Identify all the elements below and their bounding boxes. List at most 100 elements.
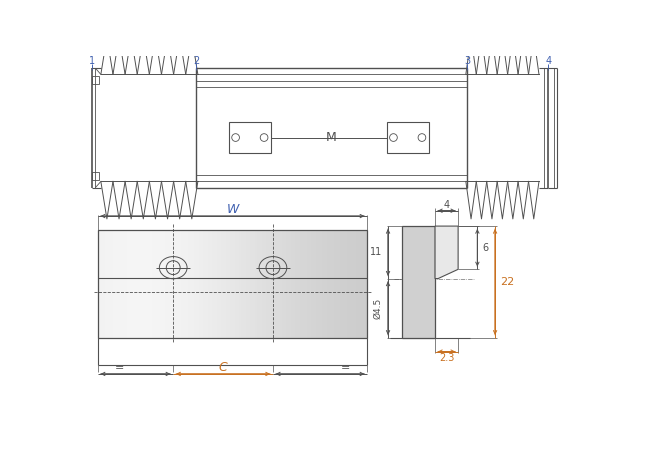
Bar: [255, 230, 258, 338]
Bar: [266, 230, 269, 338]
Bar: [340, 230, 343, 338]
Bar: [298, 230, 300, 338]
Bar: [143, 230, 145, 338]
Bar: [262, 230, 264, 338]
Text: 3: 3: [464, 55, 470, 66]
Bar: [118, 230, 121, 338]
Bar: [109, 230, 112, 338]
Bar: [228, 230, 231, 338]
Bar: [251, 230, 253, 338]
Bar: [324, 230, 328, 338]
Bar: [219, 230, 222, 338]
Bar: [237, 230, 240, 338]
Bar: [203, 230, 206, 338]
Bar: [165, 230, 168, 338]
Bar: [181, 230, 183, 338]
Bar: [158, 230, 161, 338]
Bar: [125, 230, 127, 338]
Text: 4: 4: [444, 200, 450, 210]
Bar: [351, 230, 354, 338]
Bar: [185, 230, 188, 338]
Polygon shape: [435, 226, 458, 279]
Bar: [233, 230, 235, 338]
Bar: [98, 230, 368, 338]
Bar: [246, 230, 249, 338]
Bar: [316, 230, 318, 338]
Text: =: =: [114, 363, 124, 373]
Bar: [402, 226, 435, 338]
Bar: [187, 230, 190, 338]
Bar: [213, 230, 215, 338]
Bar: [327, 230, 329, 338]
Bar: [172, 230, 174, 338]
Text: 22: 22: [501, 277, 515, 287]
Bar: [329, 230, 331, 338]
Bar: [205, 230, 208, 338]
Bar: [138, 230, 141, 338]
Bar: [302, 230, 305, 338]
Bar: [178, 230, 182, 338]
Bar: [264, 230, 267, 338]
Text: 1: 1: [89, 55, 95, 66]
Bar: [291, 230, 293, 338]
Text: 4: 4: [545, 55, 551, 66]
Bar: [107, 230, 109, 338]
Bar: [199, 230, 202, 338]
Bar: [248, 230, 251, 338]
Bar: [275, 230, 278, 338]
Bar: [100, 230, 103, 338]
Bar: [161, 230, 163, 338]
Bar: [336, 230, 339, 338]
Bar: [224, 230, 226, 338]
Bar: [134, 230, 136, 338]
Bar: [92, 172, 99, 180]
Bar: [174, 230, 177, 338]
Bar: [307, 230, 309, 338]
Bar: [170, 230, 172, 338]
Bar: [136, 230, 139, 338]
Bar: [201, 230, 203, 338]
Bar: [253, 230, 255, 338]
Bar: [163, 230, 165, 338]
Bar: [242, 230, 244, 338]
Bar: [347, 230, 349, 338]
Text: 11: 11: [370, 247, 382, 257]
Bar: [131, 230, 134, 338]
Text: 6: 6: [483, 243, 489, 253]
Bar: [105, 230, 107, 338]
Text: Ø4.5: Ø4.5: [373, 297, 382, 319]
Bar: [356, 230, 359, 338]
Bar: [116, 230, 118, 338]
Bar: [234, 230, 237, 338]
Bar: [217, 230, 220, 338]
Bar: [156, 230, 159, 338]
Bar: [282, 230, 284, 338]
Bar: [244, 230, 246, 338]
Bar: [111, 230, 114, 338]
Bar: [309, 230, 311, 338]
Text: =: =: [341, 363, 350, 373]
Bar: [140, 230, 143, 338]
Bar: [333, 230, 336, 338]
Bar: [123, 230, 125, 338]
Bar: [114, 230, 116, 338]
Bar: [239, 230, 242, 338]
Bar: [284, 230, 287, 338]
Bar: [167, 230, 170, 338]
Bar: [295, 230, 298, 338]
Bar: [289, 230, 291, 338]
Bar: [147, 230, 150, 338]
Bar: [363, 230, 366, 338]
Bar: [214, 230, 217, 338]
Bar: [145, 230, 147, 338]
Bar: [183, 230, 186, 338]
Bar: [300, 230, 302, 338]
Bar: [226, 230, 229, 338]
Bar: [176, 230, 179, 338]
Bar: [129, 230, 132, 338]
Bar: [386, 122, 429, 153]
Bar: [210, 230, 213, 338]
Bar: [229, 122, 271, 153]
Bar: [127, 230, 130, 338]
Bar: [196, 230, 199, 338]
